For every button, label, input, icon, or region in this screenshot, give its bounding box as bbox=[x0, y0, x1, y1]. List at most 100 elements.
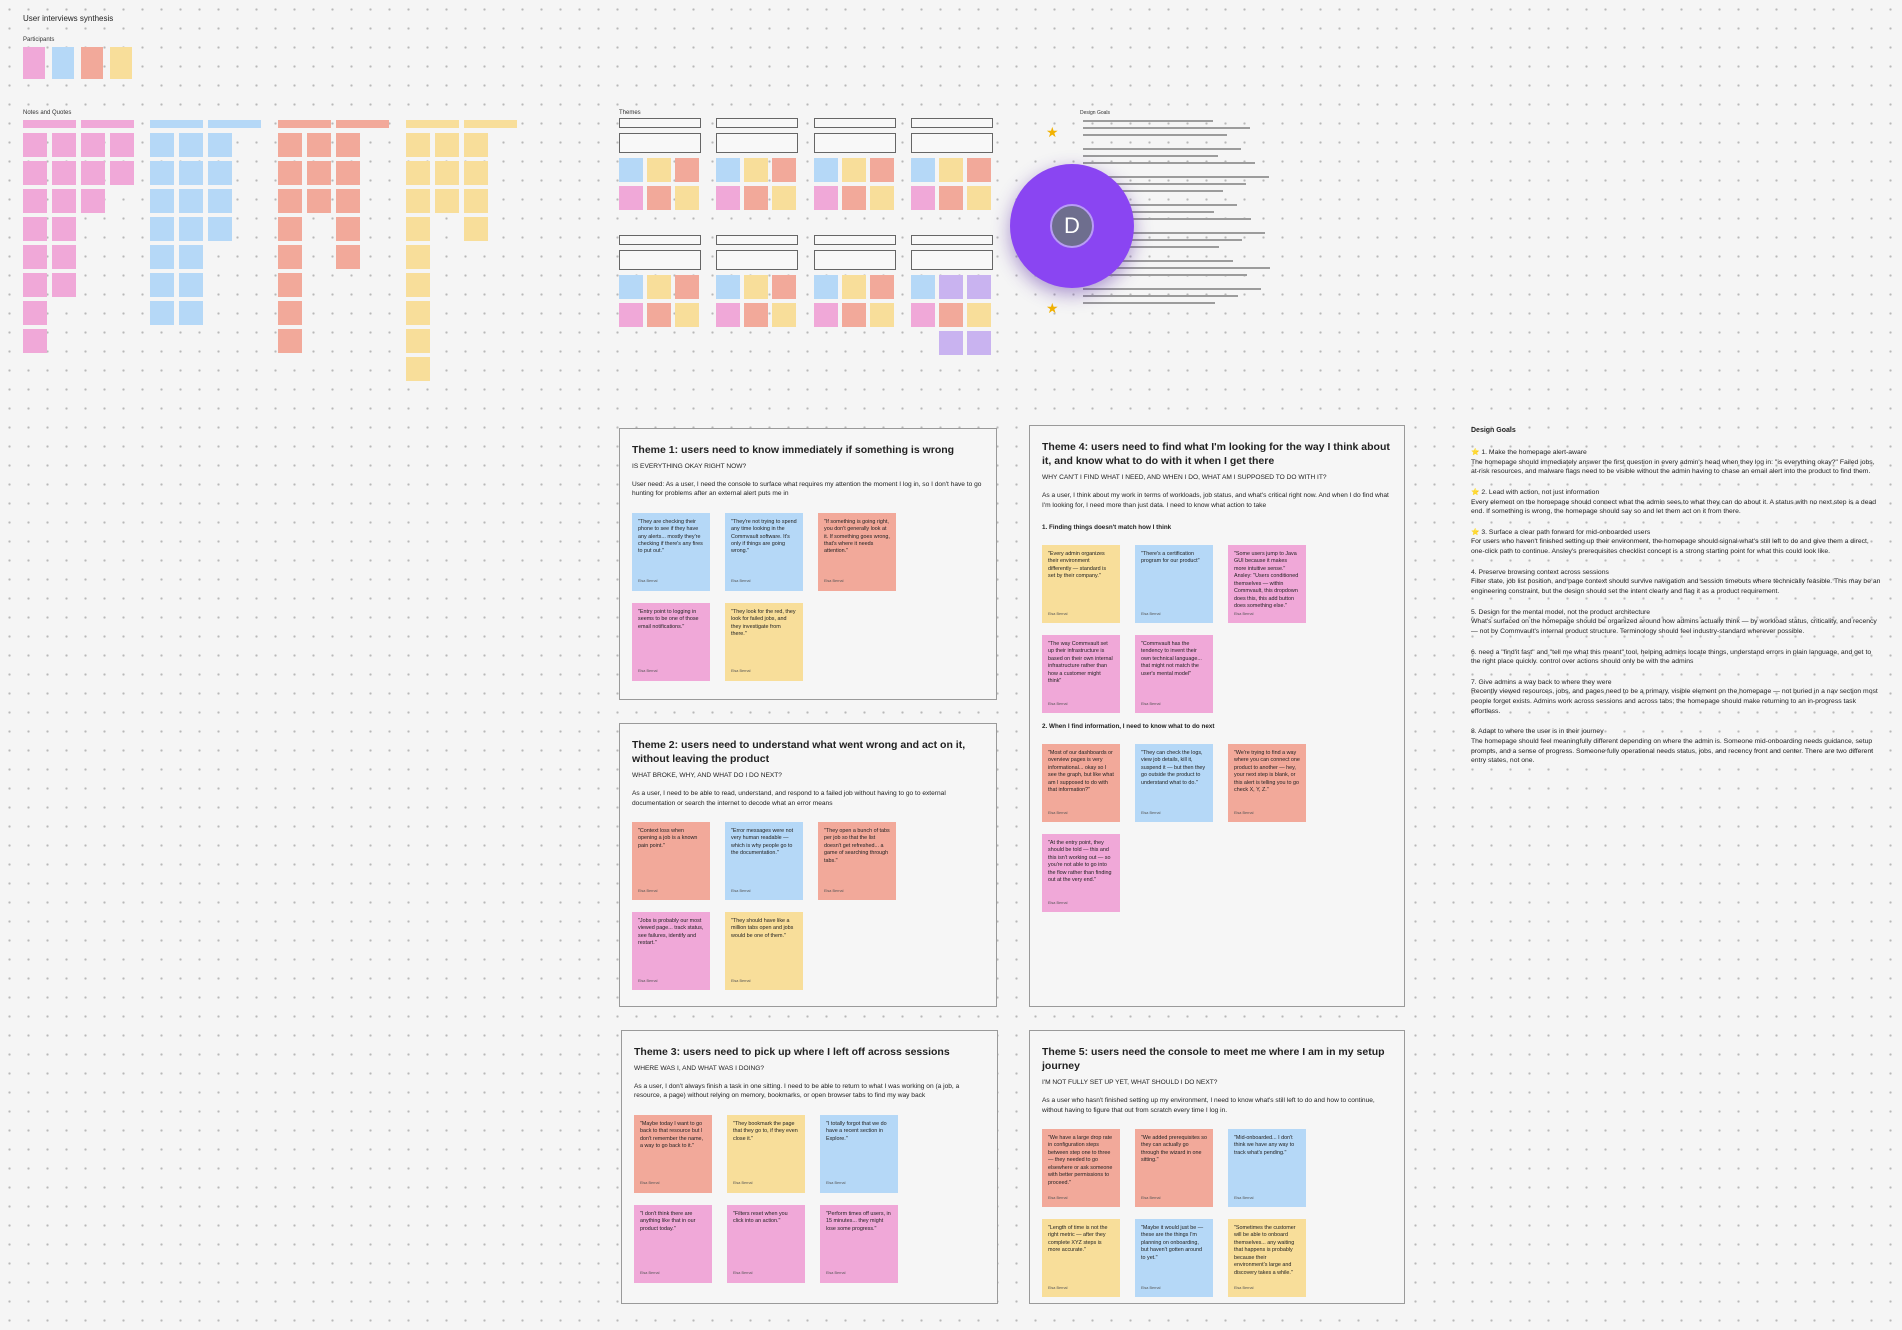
note-author: Elsa Bernal bbox=[1048, 611, 1068, 616]
design-goal-body: The homepage should immediately answer t… bbox=[1471, 458, 1875, 476]
mini-sticky bbox=[675, 158, 699, 182]
mini-sticky bbox=[647, 275, 671, 299]
mini-sticky bbox=[23, 47, 45, 79]
mini-sticky bbox=[464, 120, 517, 128]
theme-frame: Theme 2: users need to understand what w… bbox=[619, 723, 997, 1007]
mini-sticky bbox=[716, 158, 740, 182]
avatar[interactable]: D bbox=[1010, 164, 1134, 288]
note-author: Elsa Bernal bbox=[733, 1181, 753, 1186]
theme-question: WHERE WAS I, AND WHAT WAS I DOING? bbox=[634, 1065, 765, 1073]
mini-sticky bbox=[939, 186, 963, 210]
note-author: Elsa Bernal bbox=[824, 579, 844, 584]
note-text: "I don't think there are anything like t… bbox=[640, 1210, 696, 1232]
mini-sticky bbox=[967, 303, 991, 327]
mini-sticky bbox=[870, 158, 894, 182]
mini-sticky bbox=[842, 158, 866, 182]
mini-sticky bbox=[1083, 127, 1250, 129]
design-goal-title: 7. Give admins a way back to where they … bbox=[1471, 678, 1612, 686]
mini-sticky bbox=[278, 120, 331, 128]
sticky-note: "They should have like a million tabs op… bbox=[725, 911, 803, 990]
note-text: "They are checking their phone to see if… bbox=[638, 518, 703, 555]
mini-sticky bbox=[744, 275, 768, 299]
mini-sticky bbox=[1083, 288, 1261, 290]
mini-sticky bbox=[150, 301, 174, 325]
mini-sticky bbox=[150, 217, 174, 241]
theme-title: Theme 1: users need to know immediately … bbox=[632, 444, 955, 456]
note-author: Elsa Bernal bbox=[638, 978, 658, 983]
mini-sticky bbox=[179, 189, 203, 213]
note-author: Elsa Bernal bbox=[1141, 1195, 1161, 1200]
sticky-note: "They're not trying to spend any time lo… bbox=[725, 512, 803, 591]
theme-frame: Theme 4: users need to find what I'm loo… bbox=[1029, 425, 1405, 1007]
mini-sticky bbox=[278, 329, 302, 353]
mini-sticky bbox=[23, 133, 47, 157]
mini-sticky bbox=[1083, 120, 1213, 122]
mini-sticky bbox=[870, 303, 894, 327]
mini-sticky bbox=[336, 161, 360, 185]
note-author: Elsa Bernal bbox=[1234, 1285, 1254, 1290]
design-goals-title: Design Goals bbox=[1471, 427, 1516, 434]
notes: "Context loss when opening a job is a kn… bbox=[632, 821, 912, 990]
mini-sticky bbox=[1083, 211, 1214, 213]
design-goal-body: The homepage should feel meaningfully di… bbox=[1471, 738, 1874, 765]
sticky-note: "Most of our dashboards or overview page… bbox=[1042, 743, 1120, 822]
mini-sticky bbox=[619, 133, 701, 153]
mini-sticky bbox=[406, 329, 430, 353]
mini-sticky bbox=[278, 273, 302, 297]
mini-sticky bbox=[842, 303, 866, 327]
mini-sticky bbox=[179, 245, 203, 269]
mini-sticky bbox=[336, 133, 360, 157]
design-goal-title: ⭐ 1. Make the homepage alert-aware bbox=[1471, 448, 1587, 456]
theme-title: Theme 3: users need to pick up where I l… bbox=[634, 1046, 950, 1058]
mini-sticky bbox=[464, 161, 488, 185]
mini-sticky bbox=[179, 133, 203, 157]
mini-sticky bbox=[939, 275, 963, 299]
mini-sticky bbox=[208, 189, 232, 213]
mini-sticky bbox=[675, 275, 699, 299]
mini-sticky bbox=[619, 158, 643, 182]
mini-sticky bbox=[81, 47, 103, 79]
sticky-note: "Length of time is not the right metric … bbox=[1042, 1218, 1120, 1297]
note-author: Elsa Bernal bbox=[1234, 1195, 1254, 1200]
sticky-note: "Error messages were not very human read… bbox=[725, 821, 803, 900]
mini-sticky bbox=[814, 158, 838, 182]
theme-frame: Theme 5: users need the console to meet … bbox=[1029, 1030, 1405, 1304]
mini-sticky bbox=[911, 250, 993, 270]
note-text: "We added prerequisites so they can actu… bbox=[1141, 1134, 1207, 1164]
theme-question: I'M NOT FULLY SET UP YET, WHAT SHOULD I … bbox=[1042, 1079, 1218, 1087]
mini-sticky bbox=[435, 161, 459, 185]
mini-sticky bbox=[967, 186, 991, 210]
mini-sticky bbox=[842, 275, 866, 299]
design-goal: 7. Give admins a way back to where they … bbox=[1471, 678, 1881, 717]
mini-sticky bbox=[814, 275, 838, 299]
mini-sticky bbox=[307, 189, 331, 213]
mini-sticky bbox=[81, 120, 134, 128]
sticky-note: "Entry point to logging in seems to be o… bbox=[632, 602, 710, 681]
mini-sticky bbox=[619, 250, 701, 270]
sticky-note: "Filters reset when you click into an ac… bbox=[727, 1204, 805, 1283]
mini-sticky bbox=[911, 186, 935, 210]
mini-sticky bbox=[52, 133, 76, 157]
theme-need: As a user, I don't always finish a task … bbox=[634, 1083, 960, 1100]
mini-sticky bbox=[675, 186, 699, 210]
mini-sticky bbox=[911, 118, 993, 128]
design-goal-title: 5. Design for the mental model, not the … bbox=[1471, 608, 1651, 616]
sticky-note: "They bookmark the page that they go to,… bbox=[727, 1114, 805, 1193]
mini-sticky bbox=[464, 217, 488, 241]
mini-sticky bbox=[1083, 302, 1215, 304]
note-author: Elsa Bernal bbox=[638, 669, 658, 674]
note-author: Elsa Bernal bbox=[731, 888, 751, 893]
note-author: Elsa Bernal bbox=[731, 579, 751, 584]
note-author: Elsa Bernal bbox=[638, 579, 658, 584]
mini-sticky bbox=[1083, 162, 1255, 164]
note-text: "Every admin organizes their environment… bbox=[1048, 550, 1107, 580]
mini-sticky bbox=[1083, 204, 1237, 206]
sticky-note: "There's a certification program for our… bbox=[1135, 544, 1213, 623]
note-author: Elsa Bernal bbox=[1048, 701, 1068, 706]
design-goal-body: What's surfaced on the homepage should b… bbox=[1471, 618, 1877, 635]
mini-sticky bbox=[939, 303, 963, 327]
note-author: Elsa Bernal bbox=[1048, 900, 1068, 905]
note-text: "Maybe it would just be — these are the … bbox=[1141, 1224, 1204, 1261]
mini-sticky bbox=[52, 47, 74, 79]
mini-sticky bbox=[1083, 274, 1247, 276]
